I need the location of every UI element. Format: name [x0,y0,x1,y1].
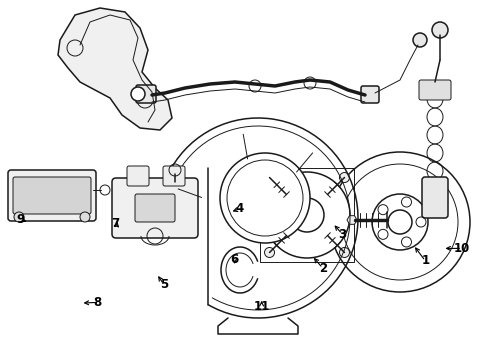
Circle shape [264,172,274,183]
Polygon shape [346,216,356,224]
FancyBboxPatch shape [418,80,450,100]
FancyBboxPatch shape [135,194,175,222]
Text: 7: 7 [111,217,119,230]
Text: 3: 3 [338,228,346,240]
Text: 6: 6 [230,253,238,266]
Circle shape [339,172,349,183]
Circle shape [131,87,145,101]
FancyBboxPatch shape [421,177,447,218]
Text: 9: 9 [17,213,24,226]
FancyBboxPatch shape [112,178,198,238]
Circle shape [264,172,349,258]
Text: 4: 4 [235,202,243,215]
FancyBboxPatch shape [127,166,149,186]
Circle shape [412,33,426,47]
Text: 2: 2 [318,262,326,275]
FancyBboxPatch shape [360,86,378,103]
FancyBboxPatch shape [13,177,91,214]
Text: 11: 11 [253,300,269,312]
Circle shape [220,153,309,243]
Circle shape [329,152,469,292]
Text: 5: 5 [160,278,167,291]
Text: 10: 10 [453,242,469,255]
Circle shape [304,77,315,89]
Circle shape [14,212,24,222]
FancyBboxPatch shape [163,166,184,186]
Circle shape [244,188,285,228]
Polygon shape [58,8,172,130]
FancyBboxPatch shape [8,170,96,221]
Circle shape [431,22,447,38]
Circle shape [248,80,261,92]
Circle shape [264,247,274,257]
Circle shape [339,247,349,257]
FancyBboxPatch shape [136,85,156,103]
Text: 8: 8 [94,296,102,309]
Circle shape [80,212,90,222]
Text: 1: 1 [421,255,428,267]
